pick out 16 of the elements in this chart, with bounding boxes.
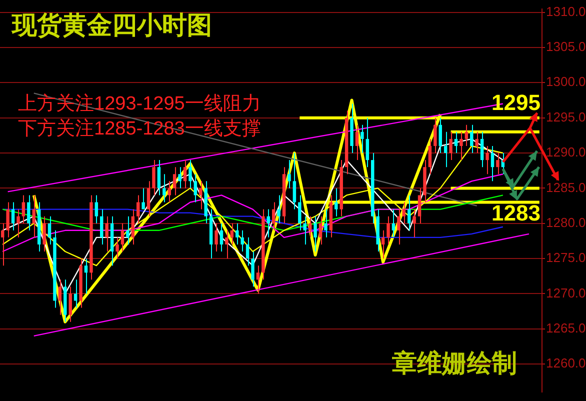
y-tick-label: 1275.0 [546, 250, 586, 266]
y-tick-label: 1300.0 [546, 74, 586, 90]
chart-title: 现货黄金四小时图 [11, 11, 212, 40]
annotation: 下方关注1285-1283一线支撑 [18, 118, 261, 140]
y-tick-label: 1295.0 [546, 109, 586, 124]
y-tick-label: 1265.0 [546, 320, 586, 336]
y-tick-label: 1290.0 [546, 144, 586, 160]
annotation: 上方关注1293-1295一线阻力 [18, 92, 261, 115]
annotation: 1283 [492, 200, 540, 226]
y-tick-label: 1285.0 [546, 180, 586, 195]
y-tick-label: 1305.0 [546, 39, 586, 54]
y-tick-label: 1270.0 [546, 285, 586, 300]
annotation: 1295 [492, 90, 540, 115]
y-tick-label: 1280.0 [546, 214, 586, 230]
y-tick-label: 1260.0 [546, 356, 586, 371]
y-tick-label: 1310.0 [546, 4, 586, 19]
